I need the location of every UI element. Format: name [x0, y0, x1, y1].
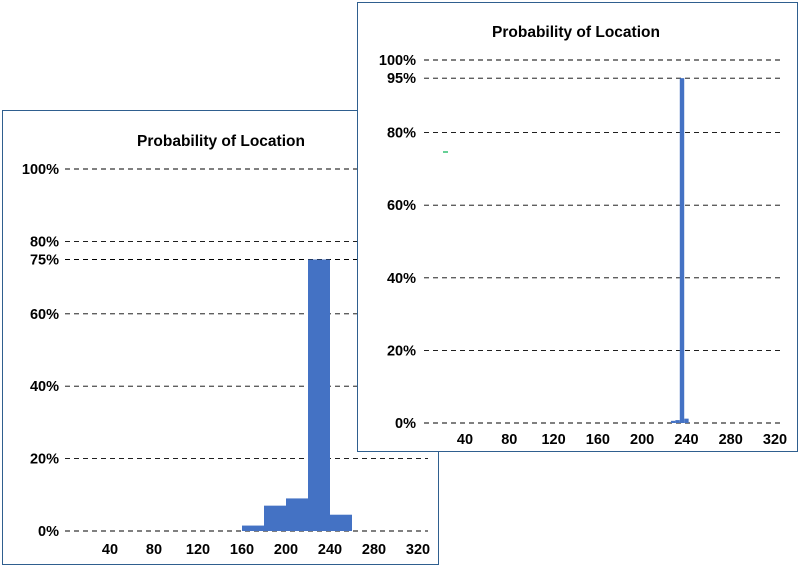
x-tick-label-right: 40: [457, 432, 473, 448]
y-tick-label-left: 75%: [30, 253, 59, 269]
y-tick-labels-right: 0% 20% 40% 60% 80% 95% 100%: [379, 53, 416, 432]
x-tick-label-left: 280: [362, 542, 386, 558]
y-tick-label-right: 0%: [395, 416, 416, 432]
chart-title-right: Probability of Location: [492, 24, 660, 41]
x-tick-label-left: 200: [274, 542, 298, 558]
y-tick-label-left: 100%: [22, 162, 59, 178]
bar-left: [308, 259, 330, 531]
grid-lines-right: [424, 59, 783, 424]
x-tick-label-right: 120: [541, 432, 565, 448]
y-tick-label-left: 40%: [30, 379, 59, 395]
x-tick-label-right: 80: [501, 432, 517, 448]
x-tick-label-right: 280: [719, 432, 743, 448]
y-tick-label-left: 20%: [30, 452, 59, 468]
x-tick-label-left: 80: [146, 542, 162, 558]
x-tick-label-left: 120: [186, 542, 210, 558]
bar-right: [684, 418, 689, 423]
x-tick-label-left: 240: [318, 542, 342, 558]
bars-right: [670, 78, 689, 424]
bar-left: [242, 525, 264, 531]
x-tick-label-left: 160: [230, 542, 254, 558]
x-tick-label-right: 160: [586, 432, 610, 448]
x-tick-label-right: 240: [674, 432, 698, 448]
x-tick-label-left: 320: [406, 542, 430, 558]
x-tick-labels-right: 40 80 120 160 200 240 280 320: [457, 432, 787, 448]
y-tick-label-right: 80%: [387, 126, 416, 142]
bar-left: [330, 514, 352, 531]
bar-right: [670, 420, 676, 423]
chart-panel-right: Probability of Location 0% 20% 40% 60% 80% 95…: [357, 2, 798, 452]
x-tick-label-right: 200: [630, 432, 654, 448]
y-tick-label-left: 80%: [30, 234, 59, 250]
bar-left: [286, 498, 308, 531]
y-tick-label-right: 20%: [387, 343, 416, 359]
y-tick-label-right: 95%: [387, 71, 416, 87]
y-tick-label-right: 60%: [387, 198, 416, 214]
bar-left: [264, 505, 286, 531]
y-tick-labels-left: 0% 20% 40% 60% 75% 80% 100%: [22, 162, 59, 540]
x-tick-label-left: 40: [102, 542, 118, 558]
bar-right: [675, 420, 680, 423]
chart-left-svg: Probability of Location 0% 20% 40% 60% 75% 80…: [22, 133, 430, 558]
bars-left: [242, 259, 352, 531]
chart-title-left: Probability of Location: [137, 133, 305, 150]
chart-right-svg: Probability of Location 0% 20% 40% 60% 80% 95…: [379, 24, 787, 448]
y-tick-label-left: 60%: [30, 307, 59, 323]
y-tick-label-right: 100%: [379, 53, 416, 69]
bar-right: [679, 78, 685, 424]
x-tick-labels-left: 40 80 120 160 200 240 280 320: [102, 542, 430, 558]
x-tick-label-right: 320: [763, 432, 787, 448]
y-tick-label-right: 40%: [387, 271, 416, 287]
y-tick-label-left: 0%: [38, 524, 59, 540]
